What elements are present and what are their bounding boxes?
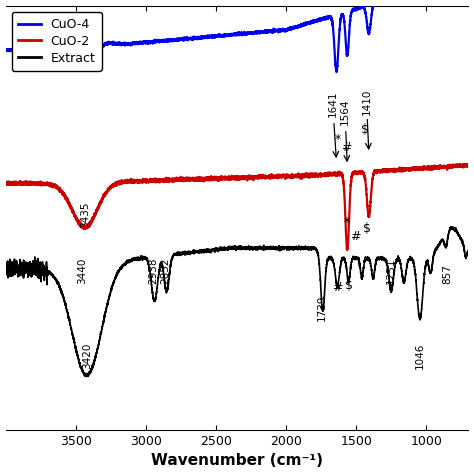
Text: 1046: 1046: [415, 343, 425, 370]
Text: 857: 857: [442, 264, 452, 284]
Text: 3435: 3435: [80, 201, 90, 228]
Text: *: *: [344, 216, 350, 229]
Text: $: $: [345, 279, 353, 292]
Text: 1641: 1641: [328, 90, 337, 117]
Text: 1564: 1564: [340, 98, 350, 125]
Text: 3440: 3440: [77, 258, 87, 284]
Text: 1251: 1251: [386, 258, 396, 284]
Text: #: #: [341, 141, 351, 154]
Text: *: *: [335, 133, 341, 146]
Text: 1739: 1739: [317, 295, 327, 321]
Text: #: #: [332, 281, 342, 293]
Legend: CuO-4, CuO-2, Extract: CuO-4, CuO-2, Extract: [12, 12, 102, 71]
Text: 2938: 2938: [148, 258, 158, 284]
Text: 1410: 1410: [361, 88, 371, 115]
Text: 2852: 2852: [161, 258, 171, 284]
Text: $: $: [361, 123, 369, 136]
Text: $: $: [363, 222, 371, 235]
Text: #: #: [350, 230, 360, 243]
Text: 3420: 3420: [82, 343, 92, 370]
X-axis label: Wavenumber (cm⁻¹): Wavenumber (cm⁻¹): [151, 454, 323, 468]
